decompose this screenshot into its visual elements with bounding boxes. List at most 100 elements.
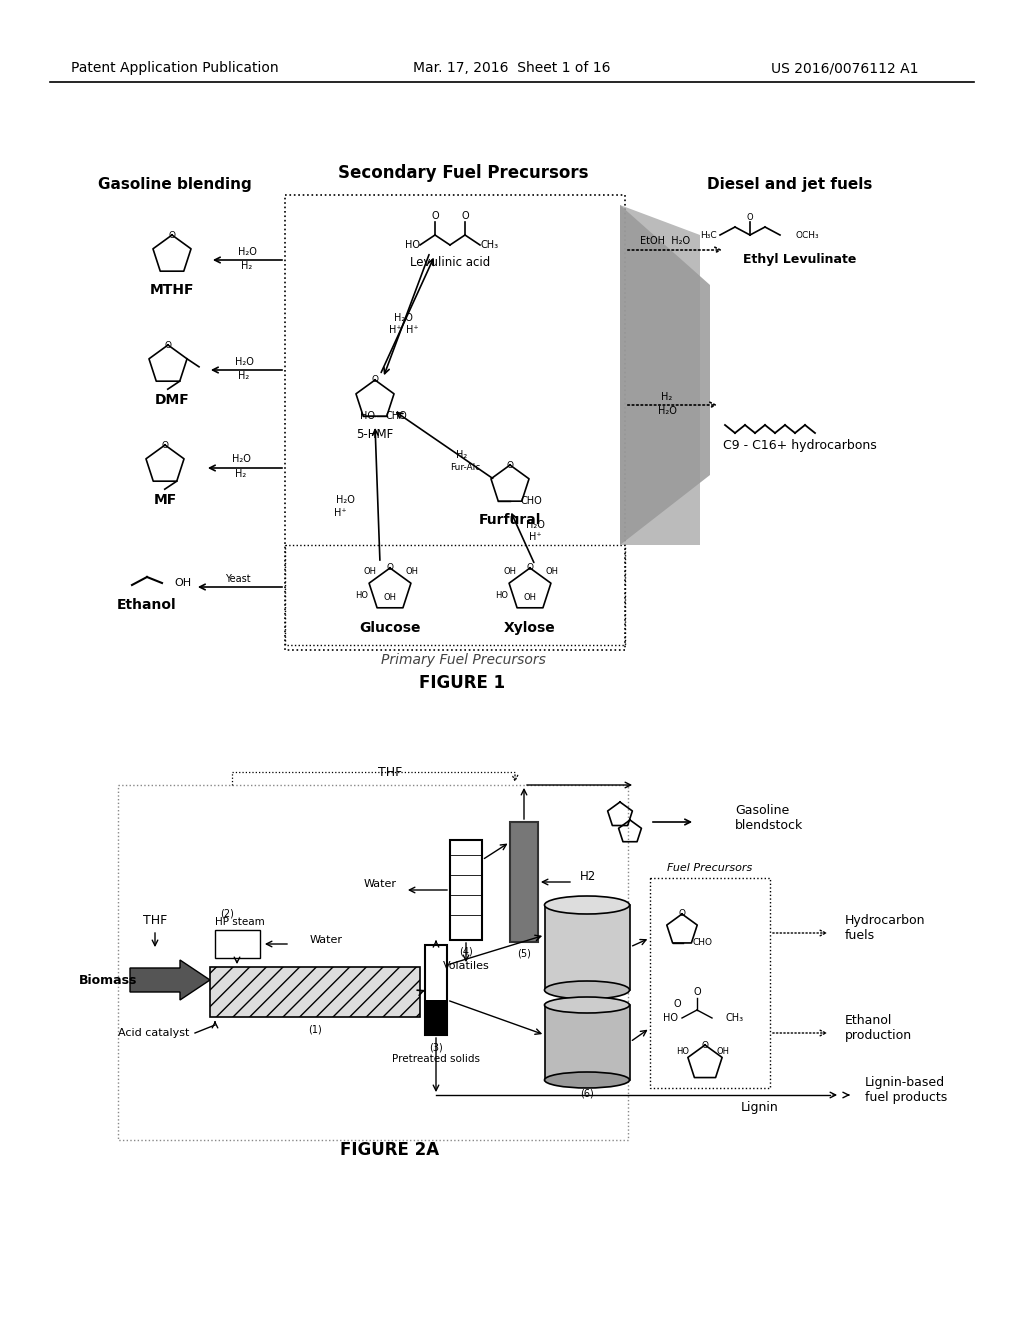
Bar xyxy=(545,906,630,990)
Bar xyxy=(450,840,482,940)
Text: O: O xyxy=(746,213,754,222)
Text: H₂: H₂ xyxy=(242,261,253,271)
Text: O: O xyxy=(507,461,513,470)
Text: O: O xyxy=(526,564,534,573)
Text: H⁺: H⁺ xyxy=(334,508,346,517)
Text: Ethyl Levulinate: Ethyl Levulinate xyxy=(743,253,857,267)
Text: Acid catalyst: Acid catalyst xyxy=(118,1028,189,1038)
Text: 5-HMF: 5-HMF xyxy=(356,429,393,441)
Text: Fuel Precursors: Fuel Precursors xyxy=(668,863,753,873)
Text: OH: OH xyxy=(504,568,516,577)
Text: H⁺: H⁺ xyxy=(528,532,542,543)
Text: Patent Application Publication: Patent Application Publication xyxy=(72,61,279,75)
Text: Volatiles: Volatiles xyxy=(442,961,489,972)
Text: O: O xyxy=(693,987,700,997)
Text: (1): (1) xyxy=(308,1024,322,1034)
Text: Yeast: Yeast xyxy=(225,574,251,583)
Text: CHO: CHO xyxy=(385,412,407,421)
Bar xyxy=(650,878,770,1088)
Text: H₂O: H₂O xyxy=(238,247,256,257)
Text: Glucose: Glucose xyxy=(359,620,421,635)
Text: H₂O: H₂O xyxy=(336,495,354,506)
Text: O: O xyxy=(673,999,681,1008)
Text: Furfural: Furfural xyxy=(479,513,542,527)
Text: H₂O: H₂O xyxy=(525,520,545,531)
Text: OH: OH xyxy=(406,568,419,577)
Text: CHO: CHO xyxy=(520,496,542,506)
Ellipse shape xyxy=(545,896,630,913)
Text: CH₃: CH₃ xyxy=(725,1012,743,1023)
Bar xyxy=(545,1005,630,1080)
Text: Fur-Alc: Fur-Alc xyxy=(450,463,480,473)
Text: H⁺: H⁺ xyxy=(389,325,401,335)
Text: EtOH  H₂O: EtOH H₂O xyxy=(640,236,690,246)
Text: H₂O: H₂O xyxy=(657,407,677,416)
Text: HP steam: HP steam xyxy=(215,917,265,927)
Text: H₂: H₂ xyxy=(457,450,468,459)
Text: O: O xyxy=(701,1040,709,1049)
Text: CH₃: CH₃ xyxy=(481,240,499,249)
Text: H₃C: H₃C xyxy=(700,231,717,239)
Text: OH: OH xyxy=(717,1047,729,1056)
Text: THF: THF xyxy=(143,913,167,927)
Polygon shape xyxy=(620,205,710,545)
Bar xyxy=(510,822,538,942)
Text: O: O xyxy=(162,441,169,450)
Text: Water: Water xyxy=(310,935,343,945)
Text: Secondary Fuel Precursors: Secondary Fuel Precursors xyxy=(338,164,588,182)
Bar xyxy=(285,195,625,649)
Text: O: O xyxy=(461,211,469,220)
Text: OH: OH xyxy=(174,578,191,587)
Text: DMF: DMF xyxy=(155,393,189,407)
Text: OH: OH xyxy=(546,568,558,577)
Text: O: O xyxy=(431,211,439,220)
Ellipse shape xyxy=(545,997,630,1012)
Text: HO: HO xyxy=(677,1047,689,1056)
Polygon shape xyxy=(620,205,700,545)
Text: Ethanol
production: Ethanol production xyxy=(845,1014,912,1041)
Text: OH: OH xyxy=(384,594,396,602)
Text: O: O xyxy=(386,564,393,573)
Text: US 2016/0076112 A1: US 2016/0076112 A1 xyxy=(771,61,919,75)
Bar xyxy=(425,945,447,1035)
Ellipse shape xyxy=(545,1072,630,1088)
Text: H₂: H₂ xyxy=(236,469,247,479)
Text: Gasoline
blendstock: Gasoline blendstock xyxy=(735,804,803,832)
Text: (3): (3) xyxy=(429,1041,442,1052)
Text: OH: OH xyxy=(364,568,377,577)
Text: Hydrocarbon
fuels: Hydrocarbon fuels xyxy=(845,913,926,942)
Text: C9 - C16+ hydrocarbons: C9 - C16+ hydrocarbons xyxy=(723,438,877,451)
Text: OH: OH xyxy=(523,594,537,602)
Bar xyxy=(215,931,260,958)
Text: H₂O: H₂O xyxy=(393,313,413,323)
Text: HO: HO xyxy=(359,412,375,421)
Text: FIGURE 1: FIGURE 1 xyxy=(419,675,505,692)
Text: Water: Water xyxy=(364,879,396,888)
Text: Lignin-based
fuel products: Lignin-based fuel products xyxy=(865,1076,947,1104)
Text: O: O xyxy=(372,375,379,384)
Text: H₂O: H₂O xyxy=(231,454,251,465)
Text: MF: MF xyxy=(154,492,176,507)
Text: Levulinic acid: Levulinic acid xyxy=(410,256,490,268)
Bar xyxy=(118,785,628,1140)
Text: (5): (5) xyxy=(517,949,530,960)
Text: OCH₃: OCH₃ xyxy=(795,231,818,239)
Text: THF: THF xyxy=(378,766,402,779)
Polygon shape xyxy=(130,960,210,1001)
Text: H⁺: H⁺ xyxy=(406,325,419,335)
Bar xyxy=(425,1001,447,1035)
Text: H₂O: H₂O xyxy=(234,356,253,367)
Bar xyxy=(285,545,625,645)
Text: Diesel and jet fuels: Diesel and jet fuels xyxy=(708,177,872,193)
Text: Ethanol: Ethanol xyxy=(117,598,177,612)
Text: HO: HO xyxy=(355,590,369,599)
Text: Xylose: Xylose xyxy=(504,620,556,635)
Ellipse shape xyxy=(545,981,630,999)
Text: Biomass: Biomass xyxy=(79,974,137,986)
Text: H2: H2 xyxy=(580,870,596,883)
Text: Mar. 17, 2016  Sheet 1 of 16: Mar. 17, 2016 Sheet 1 of 16 xyxy=(414,61,610,75)
Bar xyxy=(210,968,420,1016)
Text: FIGURE 2A: FIGURE 2A xyxy=(340,1140,439,1159)
Text: O: O xyxy=(165,341,171,350)
Text: (4): (4) xyxy=(459,946,473,957)
